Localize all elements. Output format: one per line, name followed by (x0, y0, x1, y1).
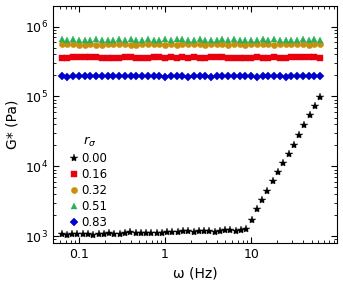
Legend: 0.00, 0.16, 0.32, 0.51, 0.83: 0.00, 0.16, 0.32, 0.51, 0.83 (68, 132, 111, 233)
X-axis label: ω (Hz): ω (Hz) (173, 267, 217, 281)
Y-axis label: G* (Pa): G* (Pa) (5, 100, 20, 149)
